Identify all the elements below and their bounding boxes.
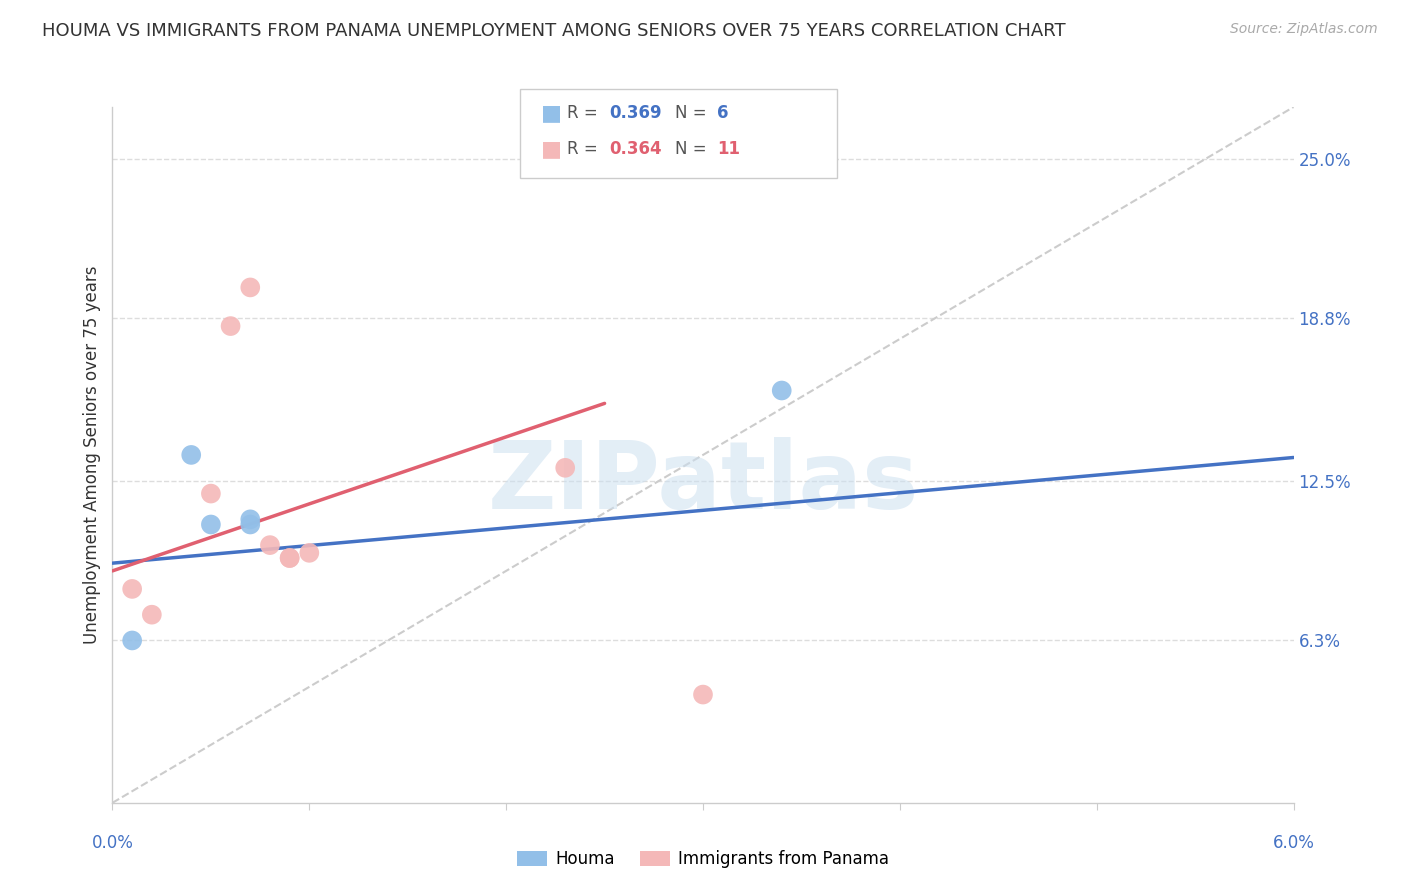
Point bbox=[259, 538, 281, 552]
Text: ■: ■ bbox=[541, 103, 562, 123]
Point bbox=[278, 551, 301, 566]
Text: R =: R = bbox=[567, 104, 603, 122]
Point bbox=[219, 319, 242, 334]
Point bbox=[141, 607, 163, 622]
Text: N =: N = bbox=[675, 104, 711, 122]
Text: 0.364: 0.364 bbox=[609, 140, 661, 158]
Point bbox=[278, 551, 301, 566]
Text: HOUMA VS IMMIGRANTS FROM PANAMA UNEMPLOYMENT AMONG SENIORS OVER 75 YEARS CORRELA: HOUMA VS IMMIGRANTS FROM PANAMA UNEMPLOY… bbox=[42, 22, 1066, 40]
Text: 11: 11 bbox=[717, 140, 740, 158]
Text: 6: 6 bbox=[717, 104, 728, 122]
Text: N =: N = bbox=[675, 140, 711, 158]
Point bbox=[554, 460, 576, 475]
Text: Source: ZipAtlas.com: Source: ZipAtlas.com bbox=[1230, 22, 1378, 37]
Text: 0.369: 0.369 bbox=[609, 104, 661, 122]
Point bbox=[298, 546, 321, 560]
Text: 0.0%: 0.0% bbox=[91, 834, 134, 852]
Point bbox=[770, 384, 793, 398]
Point bbox=[121, 633, 143, 648]
Point bbox=[121, 582, 143, 596]
Point bbox=[239, 517, 262, 532]
Legend: Houma, Immigrants from Panama: Houma, Immigrants from Panama bbox=[510, 843, 896, 874]
Text: R =: R = bbox=[567, 140, 603, 158]
Text: ■: ■ bbox=[541, 139, 562, 159]
Point bbox=[239, 512, 262, 526]
Point bbox=[692, 688, 714, 702]
Text: 6.0%: 6.0% bbox=[1272, 834, 1315, 852]
Point bbox=[200, 486, 222, 500]
Point bbox=[200, 517, 222, 532]
Y-axis label: Unemployment Among Seniors over 75 years: Unemployment Among Seniors over 75 years bbox=[83, 266, 101, 644]
Text: ZIPatlas: ZIPatlas bbox=[488, 437, 918, 529]
Point bbox=[239, 280, 262, 294]
Point bbox=[180, 448, 202, 462]
